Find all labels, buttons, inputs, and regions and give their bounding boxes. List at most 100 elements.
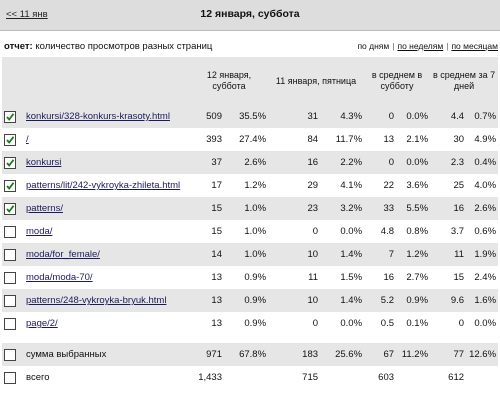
count-cell: 37 [190,151,224,174]
check-mark [6,112,15,121]
percent-cell: 0.0% [340,318,363,329]
count-cell: 13 [211,272,222,283]
page-link[interactable]: moda/ [26,226,53,237]
checkbox[interactable] [4,271,16,284]
check-mark [6,204,15,213]
checkbox[interactable] [4,156,16,169]
count-cell: 3.7 [450,226,465,237]
count-cell: 11 [430,243,467,266]
page-cell: konkursi [24,151,190,174]
checkbox-cell [2,151,24,174]
percent-cell: 1.9% [466,243,499,266]
count-cell: 715 [302,372,319,383]
spacer [2,335,499,343]
percent-cell: 2.6% [224,151,269,174]
checkbox-cell [2,105,24,128]
page-cell: page/2/ [24,312,190,335]
count-cell: 0 [312,226,319,237]
page-link[interactable]: page/2/ [26,318,58,329]
page-link[interactable]: konkursi [26,157,62,168]
count-cell: 23 [268,197,321,220]
data-row: moda/moda-70/13 0.9% 11 1.5% 16 2.7% 15 2.4% [2,266,498,289]
page-cell: patterns/248-vykroyka-bryuk.html [24,289,190,312]
page-link[interactable]: / [26,134,29,145]
column-header: в среднем в субботу [364,57,431,105]
count-cell: 16 [430,197,467,220]
data-row: patterns/15 1.0% 23 3.2% 33 5.5% 16 2.6% [2,197,499,220]
checkbox[interactable] [4,371,16,384]
page-link[interactable]: moda/for_female/ [26,249,100,260]
total-row: всего 1,433 715 603 612 [2,366,498,389]
stats-table: 12 января, суббота 11 января, пятница в ср… [2,57,499,389]
page-link[interactable]: patterns/248-vykroyka-bryuk.html [26,295,167,306]
count-cell: 0 [364,151,397,174]
count-cell: 29 [307,180,319,191]
summary-row: сумма выбранных 971 67.8% 183 25.6% 67 11.2% 77… [2,343,499,366]
percent-cell: 0.7% [466,105,499,128]
count-cell: 16 [268,151,321,174]
percent-cell: 0.0% [340,226,363,237]
date-title: 12 января, суббота [200,8,300,20]
percent-cell: 1.0% [224,197,269,220]
count-cell: 603 [378,372,395,383]
count-cell: 13 [383,134,395,145]
page-link[interactable]: patterns/lit/242-vykroyka-zhileta.html [26,180,181,191]
page-cell: patterns/lit/242-vykroyka-zhileta.html [24,174,190,197]
checkbox[interactable] [4,348,16,361]
page-cell: / [24,128,190,151]
checkbox[interactable] [4,133,16,146]
percent-cell: 27.4% [239,134,267,145]
total-label: всего [26,372,50,383]
checkbox[interactable] [4,317,16,330]
checkbox[interactable] [4,294,16,307]
checkbox[interactable] [4,248,16,261]
count-cell: 0 [458,318,465,329]
percent-cell: 1.0% [224,243,269,266]
data-row: / 393 27.4% 84 11.7% 13 2.1% 30 4.9% [2,128,498,151]
separator: | [446,41,449,51]
checkbox[interactable] [4,225,16,238]
count-cell: 7 [364,243,397,266]
checkbox-cell [2,343,24,366]
checkbox[interactable] [4,202,16,215]
check-mark [6,181,15,190]
percent-cell: 3.6% [406,180,429,191]
page-link[interactable]: patterns/ [26,203,63,214]
percent-cell: 35.5% [224,105,269,128]
count-cell: 11 [308,272,319,283]
count-cell: 15 [211,226,222,237]
percent-cell: 2.7% [406,272,429,283]
prev-day-link[interactable]: << 11 янв [6,9,48,20]
summary-label: сумма выбранных [24,343,190,366]
count-cell: 14 [190,243,224,266]
percent-cell: 0.8% [406,226,429,237]
period-link[interactable]: по неделям [397,41,444,51]
page-cell: konkursi/328-konkurs-krasoty.html [24,105,190,128]
period-link[interactable]: по дням [357,41,390,51]
percent-cell: 0.9% [224,289,269,312]
report-text: количество просмотров разных страниц [35,41,213,52]
report-caption: отчет: количество просмотров разных стра… [4,41,212,52]
page-link[interactable]: moda/moda-70/ [26,272,93,283]
percent-cell: 1.4% [320,289,365,312]
count-cell: 17 [211,180,222,191]
report-label: отчет: [4,41,33,52]
count-cell: 612 [448,372,465,383]
separator: | [392,41,395,51]
checkbox[interactable] [4,110,16,123]
count-cell: 10 [268,289,321,312]
checkbox[interactable] [4,179,16,192]
data-row: konkursi 37 2.6% 16 2.2% 0 0.0% 2.3 0.4% [2,151,499,174]
percent-cell: 4.9% [474,134,497,145]
count-cell: 33 [364,197,397,220]
column-header: в среднем за 7 дней [430,57,499,105]
count-cell: 13 [190,289,224,312]
period-link[interactable]: по месяцам [451,41,498,51]
count-cell: 13 [211,318,222,329]
percent-cell: 5.5% [396,197,431,220]
page-link[interactable]: konkursi/328-konkurs-krasoty.html [26,111,170,122]
page-cell: moda/moda-70/ [24,266,190,289]
count-cell: 4.8 [380,226,395,237]
count-cell: 25 [453,180,465,191]
count-cell: 2.3 [430,151,467,174]
